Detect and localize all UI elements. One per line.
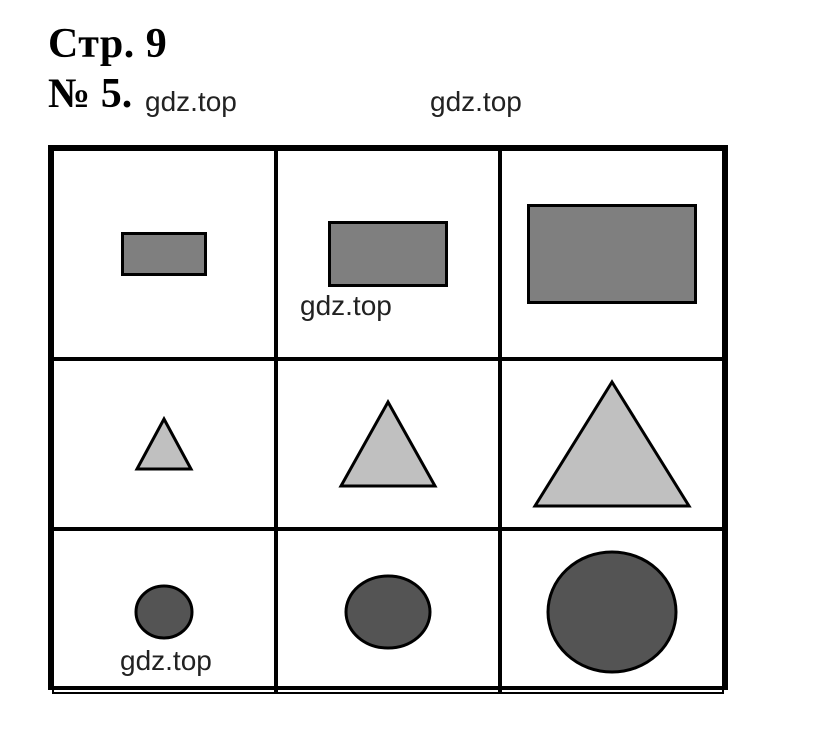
grid-cell	[276, 149, 500, 359]
triangle-large	[532, 379, 692, 509]
rectangle-large	[527, 204, 697, 304]
grid-cell	[276, 529, 500, 694]
grid-cell	[52, 359, 276, 529]
grid-cell	[52, 529, 276, 694]
watermark: gdz.top	[430, 86, 522, 118]
grid-cell	[52, 149, 276, 359]
shapes-grid	[48, 145, 728, 690]
grid-cell	[276, 359, 500, 529]
rectangle-small	[121, 232, 207, 276]
grid-cell	[500, 149, 724, 359]
page-label: Стр. 9	[48, 20, 167, 68]
triangle-small	[134, 416, 194, 472]
rectangle-medium	[328, 221, 448, 287]
circle-large	[545, 549, 679, 675]
circle-small	[133, 583, 195, 641]
circle-medium	[343, 573, 433, 651]
triangle-medium	[338, 399, 438, 489]
grid-cell	[500, 529, 724, 694]
watermark: gdz.top	[145, 86, 237, 118]
grid-cell	[500, 359, 724, 529]
